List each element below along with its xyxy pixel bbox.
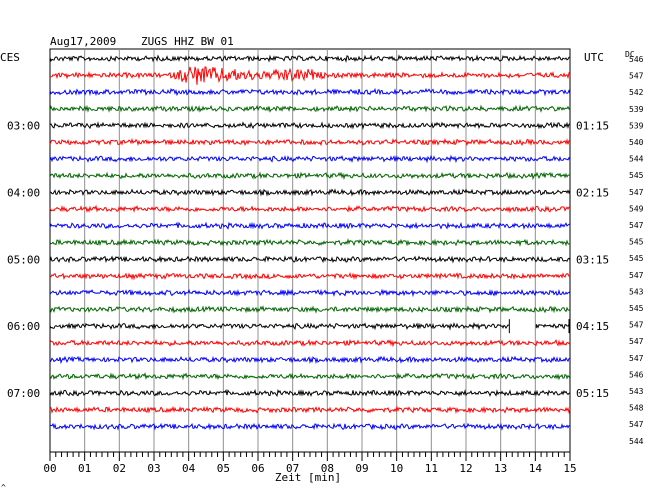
left-time-label: 06:00 [7,320,40,333]
dc-value: 547 [629,271,644,280]
dc-values: 546 547 542 539 539 540 544 545 547 549 547 545 545 5… [629,55,644,446]
trace-row-11 [49,238,571,247]
trace-row-13 [49,271,571,281]
trace-row-8 [49,188,571,197]
right-time-label: 04:15 [576,320,609,333]
dc-value: 545 [629,171,644,180]
left-timezone: CES [0,51,20,64]
trace-row-3 [49,104,571,113]
trace-row-17 [49,338,571,348]
dc-value: 548 [629,404,644,413]
dc-value: 546 [629,370,644,379]
dc-value: 547 [629,321,644,330]
dc-value: 540 [629,138,644,147]
dc-value: 545 [629,304,644,313]
dc-value: 547 [629,72,644,81]
trace-row-21 [49,405,571,415]
x-tick-label: 15 [563,462,576,475]
trace-row-1 [49,66,571,85]
dc-value: 545 [629,238,644,247]
x-tick-label: 00 [43,462,56,475]
dc-value: 547 [629,221,644,230]
x-tick-label: 12 [459,462,472,475]
left-time-label: 04:00 [7,186,40,199]
trace-row-0 [49,54,571,63]
dc-value: 547 [629,354,644,363]
x-tick-label: 03 [147,462,160,475]
x-tick-label: 08 [321,462,334,475]
dc-header: DC [625,50,635,59]
x-tick-label: 09 [355,462,368,475]
x-tick-label: 10 [390,462,403,475]
x-tick-label: 06 [251,462,264,475]
trace-row-7 [49,171,571,181]
dc-value: 539 [629,121,644,130]
trace-row-12 [49,255,571,264]
x-tick-label: 05 [217,462,230,475]
dc-value: 545 [629,254,644,263]
x-tick-label: 11 [425,462,438,475]
x-tick-label: 07 [286,462,299,475]
trace-row-18 [49,355,571,365]
trace-row-9 [49,204,571,214]
trace-row-19 [49,371,571,381]
dc-value: 547 [629,188,644,197]
dc-value: 546 [629,55,644,64]
left-time-label: 05:00 [7,253,40,266]
corner-mark: ^ [1,483,6,492]
dc-value: 539 [629,105,644,114]
x-tick-label: 04 [182,462,196,475]
right-time-label: 03:15 [576,253,609,266]
left-time-label: 03:00 [7,119,40,132]
right-timezone: UTC [584,51,604,64]
right-time-label: 01:15 [576,119,609,132]
x-tick-label: 13 [494,462,507,475]
left-time-labels: 03:00 04:00 05:00 06:00 07:00 [7,119,40,400]
trace-row-20 [49,388,571,397]
dc-value: 547 [629,337,644,346]
right-time-labels: 01:15 02:15 03:15 04:15 05:15 [576,119,609,400]
x-tick-label: 01 [78,462,91,475]
left-time-label: 07:00 [7,387,40,400]
trace-row-22 [49,422,571,431]
trace-row-16 [49,321,571,331]
trace-row-6 [49,154,571,164]
x-axis: 00 01 02 03 04 05 06 07 08 09 10 11 12 13 14 15 [43,451,577,475]
header-station: ZUGS HHZ BW 01 [141,35,234,48]
x-tick-label: 14 [529,462,543,475]
dc-value: 544 [629,437,644,446]
trace-row-15 [49,305,571,314]
grid [49,48,571,453]
trace-row-14 [49,288,571,298]
dc-value: 549 [629,204,644,213]
dc-value: 542 [629,88,644,97]
x-tick-label: 02 [113,462,126,475]
x-axis-label: Zeit [min] [275,471,341,484]
right-time-label: 05:15 [576,387,609,400]
traces [49,54,571,431]
trace-row-10 [49,221,571,230]
trace-row-5 [49,137,571,147]
dc-value: 543 [629,387,644,396]
trace-row-2 [49,87,571,97]
dc-value: 547 [629,420,644,429]
header-date: Aug17,2009 [50,35,116,48]
dc-value: 544 [629,155,644,164]
trace-row-4 [49,121,571,130]
dc-value: 543 [629,287,644,296]
right-time-label: 02:15 [576,186,609,199]
